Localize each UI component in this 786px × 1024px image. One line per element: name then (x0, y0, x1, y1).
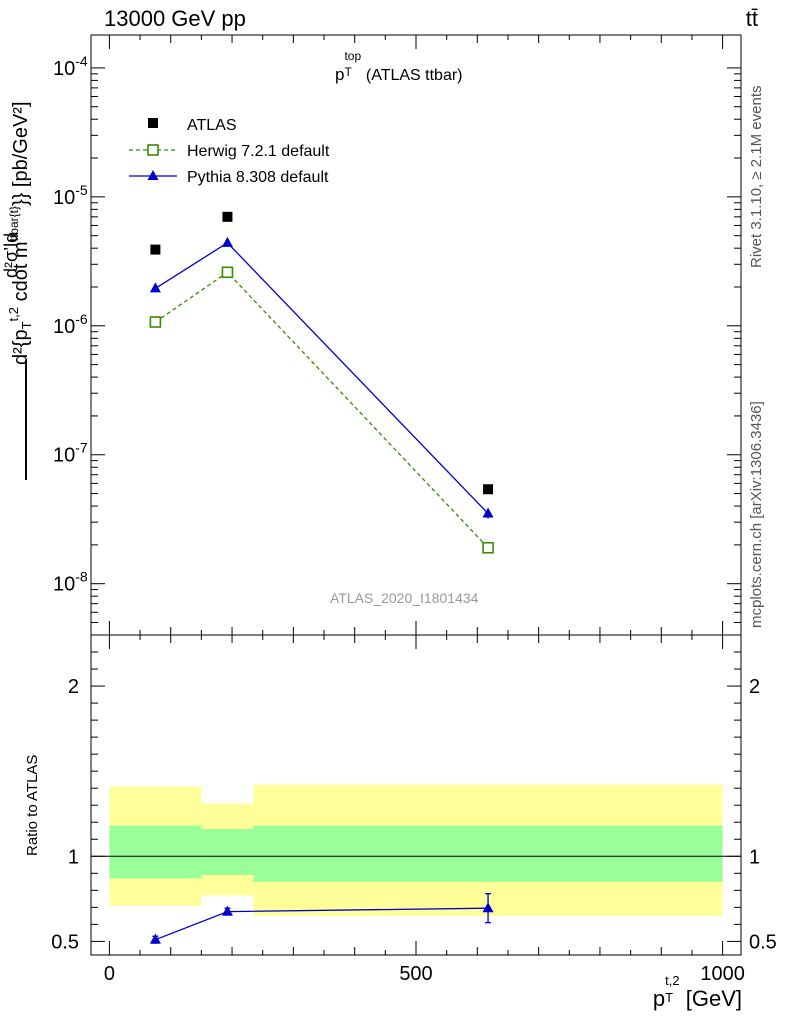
rivet-version-label: Rivet 3.1.10, ≥ 2.1M events (748, 85, 765, 269)
ratio-tick-label-left: 1 (68, 846, 79, 868)
pythia-line (155, 242, 489, 514)
pythia-ratio-point (149, 933, 161, 944)
atlas-point (150, 244, 161, 255)
x-label-main: p (652, 986, 666, 1011)
analysis-watermark: ATLAS_2020_I1801434 (330, 590, 479, 606)
legend-herwig-marker (147, 144, 159, 156)
herwig-line (155, 271, 489, 549)
x-label-sup: t,2 (665, 973, 680, 988)
ratio-band-inner (201, 829, 254, 875)
x-tick-label: 1000 (700, 963, 745, 985)
x-tick-label: 500 (399, 963, 432, 985)
y-label-numerator: d²σ’ld (1, 232, 21, 278)
legend-pythia-marker (147, 170, 159, 180)
y-tick-label: 10-8 (53, 569, 88, 596)
y-tick-label: 10-7 (53, 440, 88, 467)
ratio-band-inner-group (109, 825, 723, 882)
ratio-tick-label-right: 2 (749, 676, 760, 698)
x-tick-label: 0 (104, 963, 115, 985)
herwig-point (482, 541, 494, 554)
herwig-point (221, 266, 234, 279)
plot-title-sub: T (344, 65, 352, 79)
plot-title: p top T (ATLAS ttbar) (335, 50, 463, 88)
atlas-point (222, 211, 233, 222)
x-axis-label: p t,2 T [GeV] (652, 974, 742, 1014)
pythia-point (482, 507, 494, 518)
ratio-y-axis-label: Ratio to ATLAS (24, 754, 41, 856)
mcplots-label: mcplots.cern.ch [arXiv:1306.3436] (748, 401, 765, 628)
y-label-denominator: d²{p (10, 329, 32, 365)
x-label-sub: T (665, 990, 674, 1005)
y-tick-label: 10-4 (53, 53, 88, 80)
ratio-series-layer (149, 893, 494, 944)
pythia-point (221, 236, 233, 247)
y-tick-label: 10-6 (53, 311, 88, 338)
ratio-tick-label-right: 0.5 (749, 931, 777, 953)
ratio-tick-label-right: 1 (749, 846, 760, 868)
legend-atlas-marker (148, 118, 158, 128)
energy-label: 13000 GeV pp (104, 6, 246, 31)
y-tick-label: 10-5 (53, 182, 88, 209)
plot-title-sup: top (344, 49, 362, 63)
ratio-band-inner (253, 825, 723, 882)
legend-label: Pythia 8.308 default (187, 169, 329, 186)
y-label-fraction-bar (25, 360, 27, 480)
legend-label: ATLAS (187, 117, 237, 134)
process-label: tt̄ (745, 6, 758, 31)
ratio-tick-label-left: 0.5 (51, 931, 79, 953)
pythia-point (149, 282, 161, 293)
plot-title-main: p (335, 65, 345, 84)
ratio-tick-label-left: 2 (68, 676, 79, 698)
y-label-units: }} [pb/GeV²] (10, 101, 32, 207)
x-label-units: [GeV] (685, 986, 742, 1011)
pythia-ratio-point (221, 905, 233, 916)
tick-labels: 0 500 1000 10-8 10-7 10-6 10-5 10-4 0.5 0.5 1 1 2 2 (51, 53, 777, 985)
axis-ticks (91, 35, 741, 955)
herwig-point (149, 316, 162, 328)
atlas-point (483, 484, 494, 495)
series-layer (149, 211, 494, 554)
pythia-ratio-point (482, 902, 494, 913)
legend: ATLAS Herwig 7.2.1 default Pythia 8.308 de… (129, 117, 330, 186)
legend-label: Herwig 7.2.1 default (187, 143, 330, 160)
ratio-band-inner (109, 825, 202, 879)
plot-title-rest: (ATLAS ttbar) (365, 67, 463, 84)
